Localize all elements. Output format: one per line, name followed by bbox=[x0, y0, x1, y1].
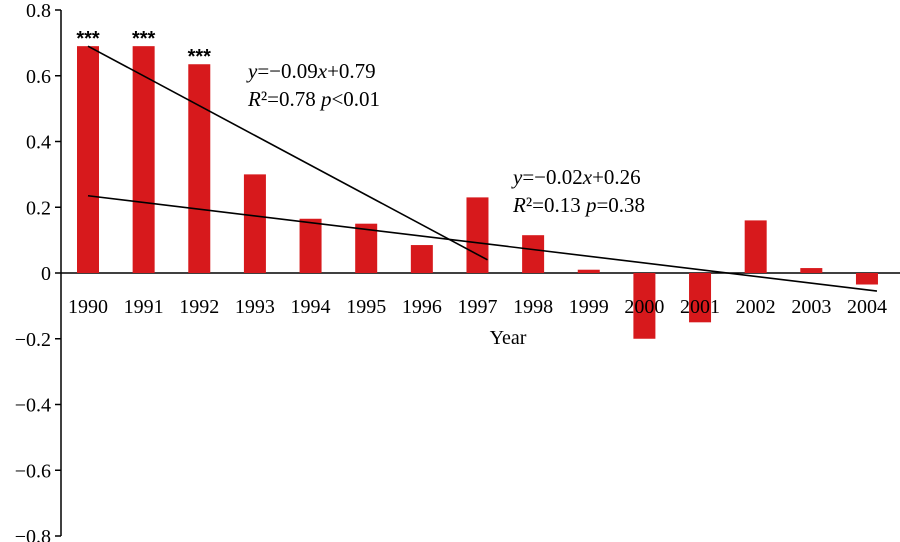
bar bbox=[466, 197, 489, 273]
fit1-eq-y: y bbox=[246, 59, 258, 83]
significance-label: *** bbox=[132, 28, 156, 50]
fit1-eq-coef: =−0.09 bbox=[257, 59, 317, 83]
bar bbox=[522, 235, 545, 273]
y-tick-label: 0.6 bbox=[26, 66, 51, 88]
fit2-r: R bbox=[512, 193, 526, 217]
x-tick-label: 1997 bbox=[457, 296, 497, 318]
x-tick-label: 1999 bbox=[569, 296, 609, 318]
fit1-p: p bbox=[319, 87, 332, 111]
fit2-eq-x: x bbox=[582, 165, 593, 189]
bar bbox=[855, 273, 878, 285]
labels-layer: 0.8 0.6 0.4 0.2 0 −0.2 −0.4 −0.6 −0.8 1990 1991 199… bbox=[15, 0, 887, 542]
x-tick-label: 1996 bbox=[402, 296, 442, 318]
x-axis-title: Year bbox=[490, 327, 527, 349]
fit1-r: R bbox=[247, 87, 261, 111]
x-tick-label: 2003 bbox=[791, 296, 831, 318]
fit2-eq-intercept: +0.26 bbox=[592, 165, 641, 189]
x-tick-label: 2004 bbox=[847, 296, 887, 318]
y-tick-label: 0.4 bbox=[26, 132, 51, 154]
fit1-equation: y=−0.09x+0.79 bbox=[246, 59, 376, 83]
y-tick-label: 0.8 bbox=[26, 0, 51, 22]
fit1-p-value: <0.01 bbox=[331, 87, 380, 111]
bar bbox=[577, 269, 600, 273]
bar bbox=[410, 245, 433, 273]
fit2-stats: R²=0.13 p=0.38 bbox=[512, 193, 645, 217]
y-tick-label: −0.6 bbox=[15, 460, 51, 482]
fit2-eq-coef: =−0.02 bbox=[522, 165, 582, 189]
fit1-r-value: ²=0.78 bbox=[261, 87, 321, 111]
x-tick-label: 1992 bbox=[179, 296, 219, 318]
bar bbox=[188, 64, 211, 274]
trendlines-layer bbox=[87, 45, 878, 292]
y-tick-label: −0.4 bbox=[15, 395, 51, 417]
bar bbox=[633, 273, 656, 339]
y-tick-label: −0.2 bbox=[15, 329, 51, 351]
fit2-eq-y: y bbox=[511, 165, 523, 189]
bar bbox=[299, 218, 322, 273]
y-tick-label: 0 bbox=[41, 263, 51, 285]
trendline bbox=[87, 194, 878, 292]
fit2-r-value: ²=0.13 bbox=[526, 193, 586, 217]
fit1-eq-intercept: +0.79 bbox=[327, 59, 376, 83]
fit2-equation: y=−0.02x+0.26 bbox=[511, 165, 641, 189]
fit1-stats: R²=0.78 p<0.01 bbox=[247, 87, 380, 111]
bars-layer bbox=[77, 46, 878, 339]
bar bbox=[132, 46, 155, 273]
x-tick-label: 1995 bbox=[346, 296, 386, 318]
x-tick-label: 2001 bbox=[680, 296, 720, 318]
bar bbox=[355, 223, 378, 273]
significance-label: *** bbox=[188, 46, 212, 68]
bar bbox=[243, 174, 266, 273]
fit2-p-value: =0.38 bbox=[596, 193, 645, 217]
x-tick-label: 2000 bbox=[624, 296, 664, 318]
x-tick-label: 1991 bbox=[124, 296, 164, 318]
bar bbox=[689, 273, 712, 323]
x-tick-label: 1990 bbox=[68, 296, 108, 318]
trendline bbox=[87, 45, 488, 261]
significance-label: *** bbox=[76, 28, 100, 50]
fit1-eq-x: x bbox=[317, 59, 328, 83]
x-tick-label: 1998 bbox=[513, 296, 553, 318]
fit2-p: p bbox=[584, 193, 597, 217]
bar bbox=[800, 268, 823, 273]
bar bbox=[77, 46, 99, 273]
x-tick-label: 1993 bbox=[235, 296, 275, 318]
bar bbox=[744, 220, 767, 273]
x-tick-label: 2002 bbox=[736, 296, 776, 318]
y-tick-label: 0.2 bbox=[26, 197, 51, 219]
x-tick-label: 1994 bbox=[291, 296, 331, 318]
y-tick-label: −0.8 bbox=[15, 526, 51, 542]
